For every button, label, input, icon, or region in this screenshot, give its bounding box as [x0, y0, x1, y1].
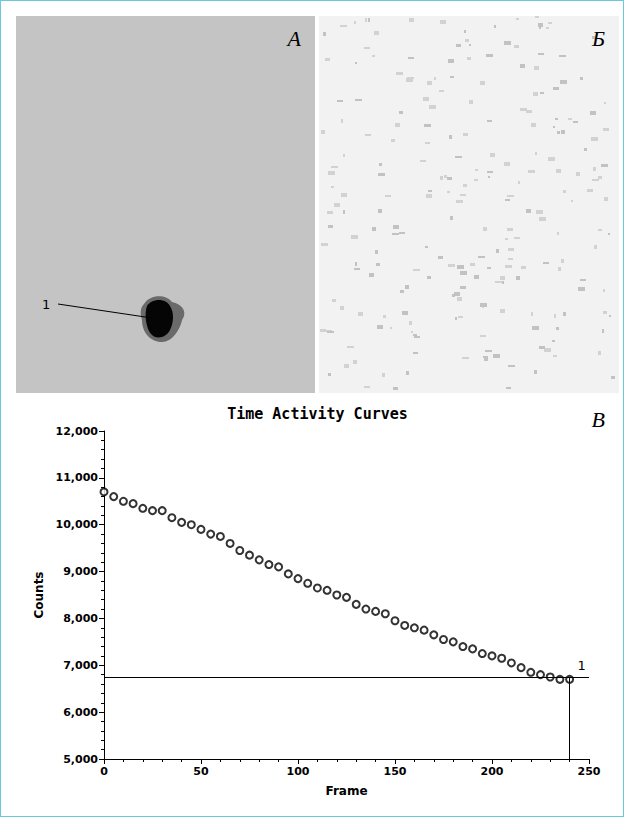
svg-text:Counts: Counts: [32, 571, 46, 618]
svg-text:12,000: 12,000: [56, 425, 99, 438]
svg-text:Time Activity Curves: Time Activity Curves: [227, 405, 408, 423]
svg-text:8,000: 8,000: [63, 612, 98, 625]
svg-text:1: 1: [578, 658, 586, 673]
svg-text:1: 1: [42, 297, 50, 312]
svg-text:7,000: 7,000: [63, 659, 98, 672]
svg-text:150: 150: [384, 765, 407, 778]
svg-text:11,000: 11,000: [56, 471, 99, 484]
html-text:A: A: [287, 26, 301, 51]
svg-text:6,000: 6,000: [63, 706, 98, 719]
svg-text:10,000: 10,000: [56, 518, 99, 531]
svg-text:Frame: Frame: [325, 784, 367, 798]
svg-text:0: 0: [100, 765, 108, 778]
svg-text:250: 250: [578, 765, 601, 778]
html-text:В: В: [591, 407, 605, 432]
svg-text:50: 50: [193, 765, 209, 778]
svg-text:200: 200: [481, 765, 504, 778]
svg-text:9,000: 9,000: [63, 565, 98, 578]
svg-text:5,000: 5,000: [63, 753, 98, 766]
svg-text:100: 100: [287, 765, 310, 778]
html-text:Б: Б: [592, 26, 605, 51]
